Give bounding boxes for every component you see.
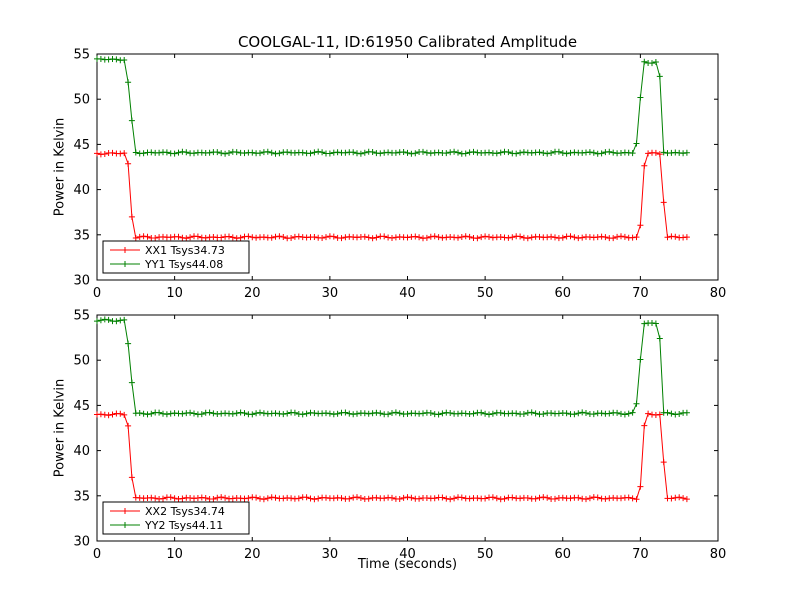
- x-tick-label: 0: [93, 286, 101, 301]
- legend-label: YY2 Tsys44.11: [144, 519, 223, 532]
- y-axis-label-bottom: Power in Kelvin: [52, 378, 68, 478]
- y-tick-label: 50: [73, 93, 90, 108]
- series-YY2-markers: [94, 316, 690, 418]
- y-tick-label: 45: [73, 138, 90, 153]
- x-tick-label: 80: [710, 547, 727, 562]
- legend-label: XX2 Tsys34.74: [145, 505, 225, 518]
- x-tick-label: 40: [399, 547, 416, 562]
- x-tick-label: 70: [632, 286, 649, 301]
- y-tick-label: 55: [73, 48, 90, 63]
- y-tick-label: 55: [73, 309, 90, 324]
- legend-box: [102, 240, 250, 274]
- series-YY1-line: [96, 58, 687, 155]
- x-tick-label: 50: [477, 286, 494, 301]
- y-tick-label: 50: [73, 354, 90, 369]
- figure-title: COOLGAL-11, ID:61950 Calibrated Amplitud…: [237, 33, 578, 51]
- legend-label: XX1 Tsys34.73: [145, 244, 225, 257]
- legend-plus-marker: [122, 261, 128, 267]
- y-tick-label: 45: [73, 399, 90, 414]
- legend-plus-marker: [122, 247, 128, 253]
- series-XX2-line: [96, 412, 688, 500]
- x-tick-label: 40: [399, 286, 416, 301]
- legend-box: [102, 501, 250, 535]
- subplot-1: 0 10 20 30 40 50 60 70 80 30 35 40 45 50 55 XX1 Tsys34.…: [73, 48, 726, 302]
- series-XX1-markers: [94, 149, 690, 242]
- x-tick-label: 30: [322, 547, 339, 562]
- x-tick-label: 0: [93, 547, 101, 562]
- series-YY1-markers: [94, 55, 690, 157]
- legend-label: YY1 Tsys44.08: [144, 258, 223, 271]
- y-tick-label: 30: [73, 535, 90, 550]
- series-XX2-markers: [94, 410, 690, 503]
- y-tick-label: 30: [73, 274, 90, 289]
- subplot-2: 0 10 20 30 40 50 60 70 80 30 35 40 45 50 55 XX2 Tsys34.…: [73, 309, 726, 563]
- x-tick-label: 60: [554, 547, 571, 562]
- y-tick-label: 40: [73, 444, 90, 459]
- y-axis-label-top: Power in Kelvin: [52, 117, 68, 217]
- legend-plus-marker: [122, 508, 128, 514]
- series-XX1-line: [96, 152, 687, 239]
- x-tick-label: 10: [166, 286, 183, 301]
- series-YY2-line: [96, 318, 687, 416]
- y-tick-label: 40: [73, 183, 90, 198]
- y-tick-label: 35: [73, 228, 90, 243]
- x-tick-label: 10: [166, 547, 183, 562]
- x-tick-label: 50: [477, 547, 494, 562]
- legend-plus-marker: [122, 522, 128, 528]
- y-tick-label: 35: [73, 489, 90, 504]
- x-tick-label: 20: [244, 547, 261, 562]
- x-tick-label: 30: [322, 286, 339, 301]
- x-tick-label: 20: [244, 286, 261, 301]
- x-tick-label: 80: [710, 286, 727, 301]
- x-tick-label: 70: [632, 547, 649, 562]
- x-tick-label: 60: [554, 286, 571, 301]
- x-axis-label: Time (seconds): [357, 557, 458, 572]
